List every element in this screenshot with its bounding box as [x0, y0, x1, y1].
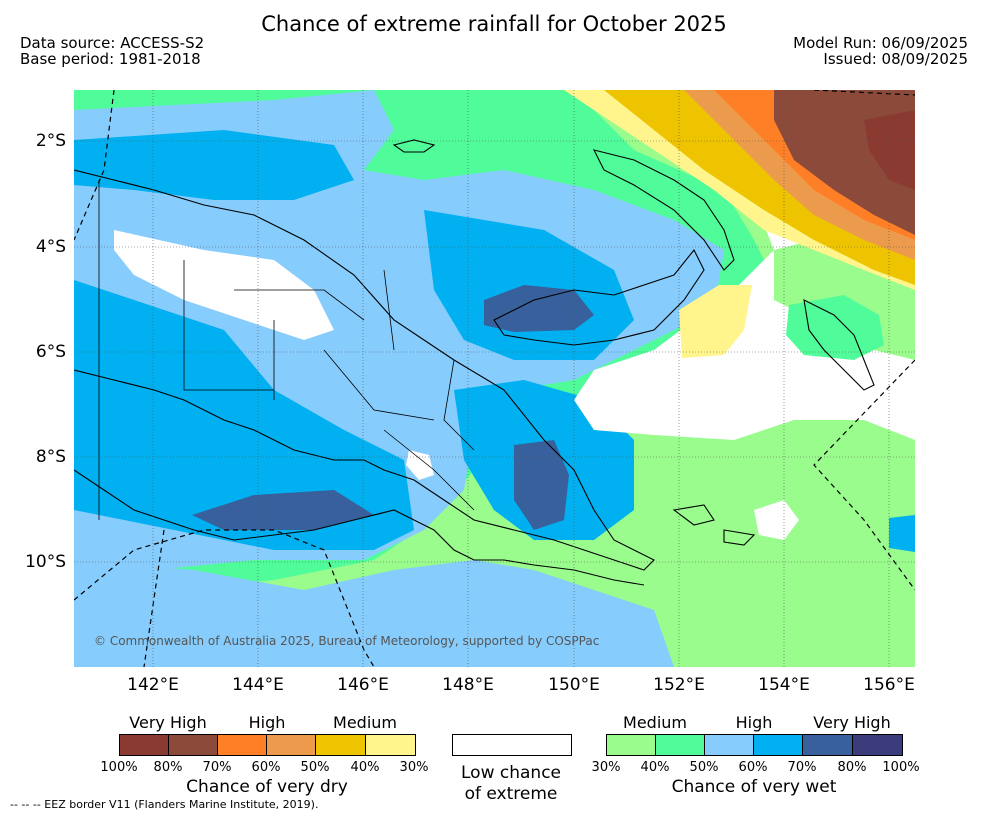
- eez-east: [813, 359, 915, 591]
- wet-very-high-3: [192, 490, 374, 530]
- bougainville: [803, 299, 875, 391]
- wet-medium-east: [786, 295, 884, 360]
- lon-label-148e: 148°E: [442, 675, 494, 695]
- wet-patch-60-east: [889, 515, 915, 552]
- dry-swatch-2: [168, 734, 218, 756]
- base-period: Base period: 1981-2018: [20, 50, 201, 68]
- wet-tick-30: 30%: [591, 760, 621, 775]
- map-title: Chance of extreme rainfall for October 2…: [261, 12, 727, 36]
- wet-very-high-1: [484, 285, 594, 332]
- dry-swatch-6: [365, 734, 416, 756]
- lat-label-6s: 6°S: [35, 342, 66, 362]
- dry-swatch-5: [315, 734, 366, 756]
- eez-north-east: [813, 90, 915, 96]
- wet-tick-60: 60%: [738, 760, 768, 775]
- lat-label-2s: 2°S: [35, 131, 66, 151]
- dry-label-medium: Medium: [333, 713, 397, 732]
- dry-tick-60: 60%: [251, 760, 281, 775]
- model-run: Model Run: 06/09/2025: [793, 34, 968, 52]
- wet-tick-50: 50%: [689, 760, 719, 775]
- low-chance-swatch: [452, 734, 572, 756]
- lon-label-146e: 146°E: [337, 675, 389, 695]
- new-guinea-south-coast: [74, 469, 645, 586]
- lon-label-152e: 152°E: [653, 675, 705, 695]
- new-britain: [493, 248, 705, 346]
- rainfall-map-svg: © Commonwealth of Australia 2025, Bureau…: [74, 90, 915, 667]
- dry-tick-70: 70%: [202, 760, 232, 775]
- wet-tick-70: 70%: [787, 760, 817, 775]
- wet-label-high: High: [735, 713, 773, 732]
- lat-label-4s: 4°S: [35, 237, 66, 257]
- low-chance-caption-1: Low chance: [461, 763, 561, 783]
- dry-swatch-4: [266, 734, 316, 756]
- wet-swatch-1: [606, 734, 656, 756]
- dry-patch-30: [679, 285, 752, 358]
- issued-date: Issued: 08/09/2025: [823, 50, 968, 68]
- lon-label-150e: 150°E: [548, 675, 600, 695]
- wet-swatch-3: [704, 734, 754, 756]
- dry-tick-80: 80%: [153, 760, 183, 775]
- low-chance-centre: [406, 450, 434, 480]
- dry-label-high: High: [248, 713, 286, 732]
- wet-very-high-2: [514, 440, 569, 530]
- wet-label-medium: Medium: [623, 713, 687, 732]
- coastlines: [74, 139, 875, 586]
- graticule: [74, 90, 915, 667]
- dry-swatch-1: [119, 734, 169, 756]
- louisiade-islands: [672, 504, 756, 546]
- data-source: Data source: ACCESS-S2: [20, 34, 205, 52]
- dry-tick-30: 30%: [399, 760, 429, 775]
- wet-swatch-2: [655, 734, 705, 756]
- low-chance-caption-2: of extreme: [464, 784, 558, 804]
- eez-footnote: -- -- -- EEZ border V11 (Flanders Marine…: [10, 798, 319, 811]
- eez-south-west: [74, 529, 375, 667]
- dry-tick-40: 40%: [350, 760, 380, 775]
- province-borders: [98, 180, 475, 520]
- wet-core-60-south: [74, 280, 414, 550]
- wet-caption: Chance of very wet: [671, 777, 837, 797]
- wet-tick-80: 80%: [837, 760, 867, 775]
- wet-swatch-5: [802, 734, 853, 756]
- lon-label-156e: 156°E: [863, 675, 915, 695]
- new-guinea-north-coast: [74, 169, 655, 571]
- wet-tick-100: 100%: [882, 760, 920, 775]
- low-chance-west: [114, 230, 334, 340]
- wet-label-very-high: Very High: [813, 713, 891, 732]
- wet-swatch-4: [753, 734, 803, 756]
- wet-tick-40: 40%: [640, 760, 670, 775]
- dry-swatch-3: [217, 734, 267, 756]
- wet-swatch-6: [852, 734, 903, 756]
- lon-label-154e: 154°E: [758, 675, 810, 695]
- lon-label-142e: 142°E: [127, 675, 179, 695]
- low-chance-east-island: [754, 500, 799, 540]
- dry-tick-100: 100%: [100, 760, 138, 775]
- lat-label-8s: 8°S: [35, 447, 66, 467]
- rainfall-map: © Commonwealth of Australia 2025, Bureau…: [74, 90, 915, 667]
- dry-label-very-high: Very High: [129, 713, 207, 732]
- wet-south-50: [74, 560, 674, 667]
- wet-core-60: [74, 130, 354, 200]
- dry-caption: Chance of very dry: [186, 777, 348, 797]
- lat-label-10s: 10°S: [25, 552, 66, 572]
- dry-very-high-100: [864, 110, 915, 190]
- new-ireland: [592, 149, 735, 271]
- dry-tick-50: 50%: [300, 760, 330, 775]
- lon-label-144e: 144°E: [232, 675, 284, 695]
- copyright-text: © Commonwealth of Australia 2025, Bureau…: [94, 634, 599, 648]
- eez-borders: [74, 90, 915, 667]
